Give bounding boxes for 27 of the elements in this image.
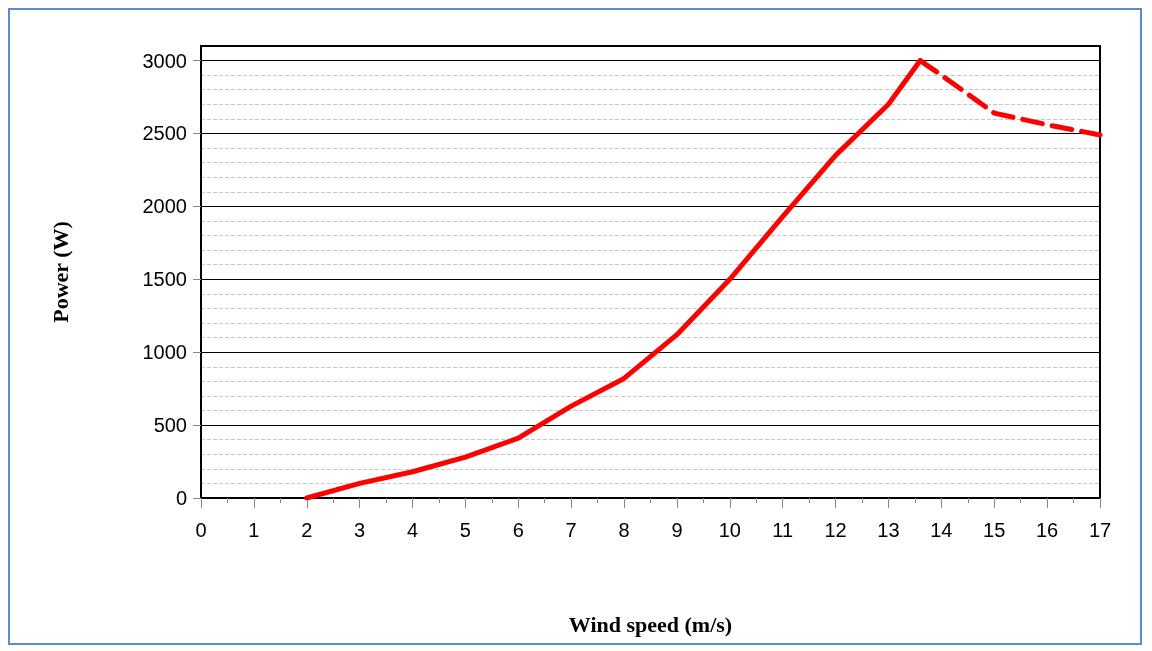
x-tick-label: 13: [877, 519, 900, 541]
y-tick-label: 2500: [142, 122, 187, 145]
x-tick-label: 15: [983, 519, 1006, 541]
x-tick-label: 7: [565, 519, 577, 541]
y-axis-title: Power (W): [47, 221, 73, 323]
y-tick-label: 2000: [142, 195, 187, 218]
x-tick-label: 10: [718, 519, 741, 541]
x-tick-label: 14: [930, 519, 953, 541]
x-tick-label: 17: [1088, 519, 1112, 541]
x-tick-label: 8: [618, 519, 630, 541]
x-tick-label: 6: [512, 519, 524, 541]
x-tick-label: 5: [459, 519, 471, 541]
x-tick-label: 9: [671, 519, 683, 541]
x-tick-label: 16: [1035, 519, 1059, 541]
x-tick-label: 2: [301, 519, 313, 541]
x-tick-label: 3: [354, 519, 366, 541]
y-tick-label: 0: [175, 487, 187, 509]
y-tick-label: 500: [153, 414, 187, 437]
x-tick-label: 1: [248, 519, 260, 541]
y-tick-label: 1500: [142, 268, 187, 291]
x-tick-label: 4: [406, 519, 419, 541]
y-tick-label: 1000: [142, 341, 187, 364]
y-tick-label: 3000: [142, 49, 187, 72]
x-axis-title: Wind speed (m/s): [568, 611, 733, 637]
x-tick-label: 0: [195, 519, 207, 541]
x-tick-label: 11: [772, 519, 794, 541]
x-tick-label: 12: [824, 519, 847, 541]
